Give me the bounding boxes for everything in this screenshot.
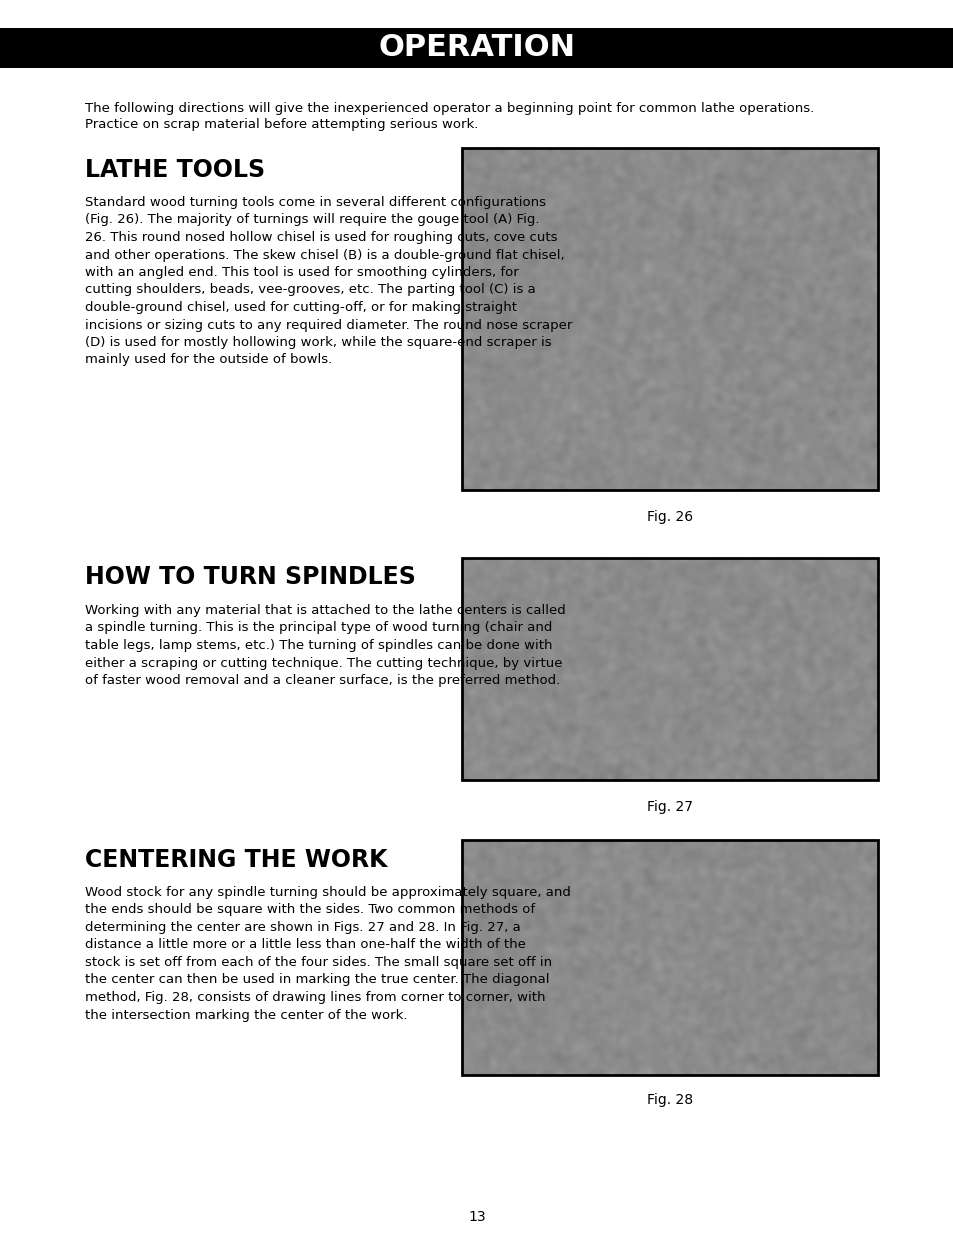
Text: and other operations. The skew chisel (B) is a double-ground flat chisel,: and other operations. The skew chisel (B… xyxy=(85,248,564,262)
Text: (D) is used for mostly hollowing work, while the square-end scraper is: (D) is used for mostly hollowing work, w… xyxy=(85,336,551,350)
Text: CENTERING THE WORK: CENTERING THE WORK xyxy=(85,848,387,872)
Text: a spindle turning. This is the principal type of wood turning (chair and: a spindle turning. This is the principal… xyxy=(85,621,552,635)
Text: stock is set off from each of the four sides. The small square set off in: stock is set off from each of the four s… xyxy=(85,956,552,969)
Text: cutting shoulders, beads, vee-grooves, etc. The parting tool (C) is a: cutting shoulders, beads, vee-grooves, e… xyxy=(85,284,536,296)
Text: Fig. 27: Fig. 27 xyxy=(646,800,692,814)
Text: of faster wood removal and a cleaner surface, is the preferred method.: of faster wood removal and a cleaner sur… xyxy=(85,674,559,687)
Text: HOW TO TURN SPINDLES: HOW TO TURN SPINDLES xyxy=(85,564,416,589)
Text: 26. This round nosed hollow chisel is used for roughing cuts, cove cuts: 26. This round nosed hollow chisel is us… xyxy=(85,231,557,245)
Text: Wood stock for any spindle turning should be approximately square, and: Wood stock for any spindle turning shoul… xyxy=(85,885,570,899)
Text: Fig. 26: Fig. 26 xyxy=(646,510,692,524)
Text: Fig. 28: Fig. 28 xyxy=(646,1093,692,1107)
Bar xyxy=(461,558,877,781)
Text: either a scraping or cutting technique. The cutting technique, by virtue: either a scraping or cutting technique. … xyxy=(85,657,562,669)
Text: Practice on scrap material before attempting serious work.: Practice on scrap material before attemp… xyxy=(85,119,477,131)
Text: (Fig. 26). The majority of turnings will require the gouge tool (A) Fig.: (Fig. 26). The majority of turnings will… xyxy=(85,214,539,226)
Text: mainly used for the outside of bowls.: mainly used for the outside of bowls. xyxy=(85,353,332,367)
Text: Standard wood turning tools come in several different configurations: Standard wood turning tools come in seve… xyxy=(85,196,545,209)
Text: the intersection marking the center of the work.: the intersection marking the center of t… xyxy=(85,1009,407,1021)
Text: OPERATION: OPERATION xyxy=(378,33,575,63)
Text: the ends should be square with the sides. Two common methods of: the ends should be square with the sides… xyxy=(85,904,535,916)
Text: distance a little more or a little less than one-half the width of the: distance a little more or a little less … xyxy=(85,939,525,951)
Text: The following directions will give the inexperienced operator a beginning point : The following directions will give the i… xyxy=(85,103,814,115)
Text: table legs, lamp stems, etc.) The turning of spindles can be done with: table legs, lamp stems, etc.) The turnin… xyxy=(85,638,552,652)
Text: method, Fig. 28, consists of drawing lines from corner to corner, with: method, Fig. 28, consists of drawing lin… xyxy=(85,990,545,1004)
Text: the center can then be used in marking the true center. The diagonal: the center can then be used in marking t… xyxy=(85,973,549,987)
Text: Working with any material that is attached to the lathe centers is called: Working with any material that is attach… xyxy=(85,604,565,618)
Text: incisions or sizing cuts to any required diameter. The round nose scraper: incisions or sizing cuts to any required… xyxy=(85,319,572,331)
Text: 13: 13 xyxy=(468,1210,485,1224)
FancyBboxPatch shape xyxy=(0,28,953,68)
Text: with an angled end. This tool is used for smoothing cylinders, for: with an angled end. This tool is used fo… xyxy=(85,266,518,279)
Text: LATHE TOOLS: LATHE TOOLS xyxy=(85,158,265,182)
Text: double-ground chisel, used for cutting-off, or for making straight: double-ground chisel, used for cutting-o… xyxy=(85,301,517,314)
Text: determining the center are shown in Figs. 27 and 28. In Fig. 27, a: determining the center are shown in Figs… xyxy=(85,921,520,934)
Bar xyxy=(461,148,877,490)
Bar xyxy=(461,840,877,1074)
